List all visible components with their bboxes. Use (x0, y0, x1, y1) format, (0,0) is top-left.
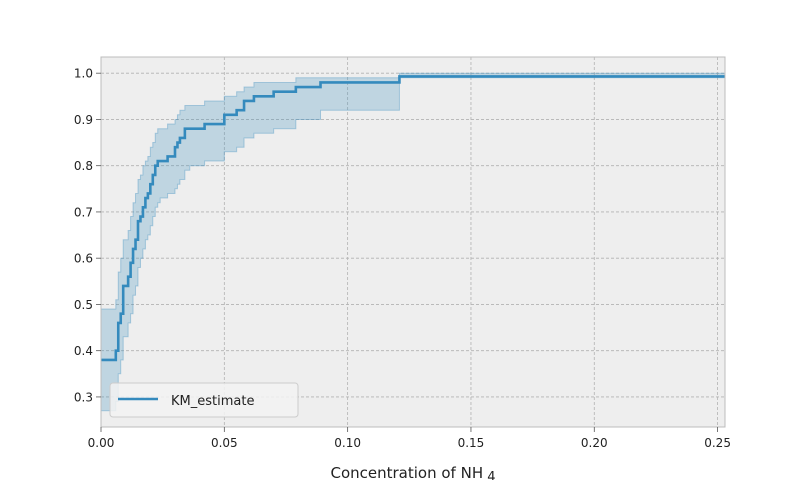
y-tick-label: 0.9 (74, 113, 93, 127)
x-tick-label: 0.25 (704, 436, 731, 450)
y-tick-label: 0.4 (74, 344, 93, 358)
y-tick-label: 0.5 (74, 298, 93, 312)
ci-band-area (100, 72, 726, 412)
x-axis-ticks: 0.00 0.05 0.10 0.15 0.20 0.25 (88, 427, 731, 450)
legend-label: KM_estimate (171, 394, 254, 409)
km-estimate-line (101, 75, 725, 362)
km-line (101, 75, 725, 362)
x-tick-label: 0.10 (334, 436, 361, 450)
y-tick-label: 1.0 (74, 67, 93, 81)
plot-background (101, 57, 725, 427)
grid-lines (100, 57, 725, 427)
y-tick-label: 0.7 (74, 205, 93, 219)
x-tick-label: 0.05 (211, 436, 238, 450)
x-tick-label: 0.20 (581, 436, 608, 450)
plot-frame (100, 56, 726, 428)
legend-box (109, 382, 299, 418)
legend: KM_estimate (109, 382, 299, 418)
y-tick-label: 0.6 (74, 252, 93, 266)
x-axis-title: Concentration of NH 4 (330, 464, 495, 480)
y-axis-ticks: 0.3 0.4 0.5 0.6 0.7 0.8 0.9 1.0 (74, 67, 101, 404)
y-tick-label: 0.8 (74, 159, 93, 173)
x-tick-label: 0.15 (458, 436, 485, 450)
confidence-band (100, 72, 726, 412)
x-tick-label: 0.00 (88, 436, 115, 450)
y-tick-label: 0.3 (74, 390, 93, 404)
